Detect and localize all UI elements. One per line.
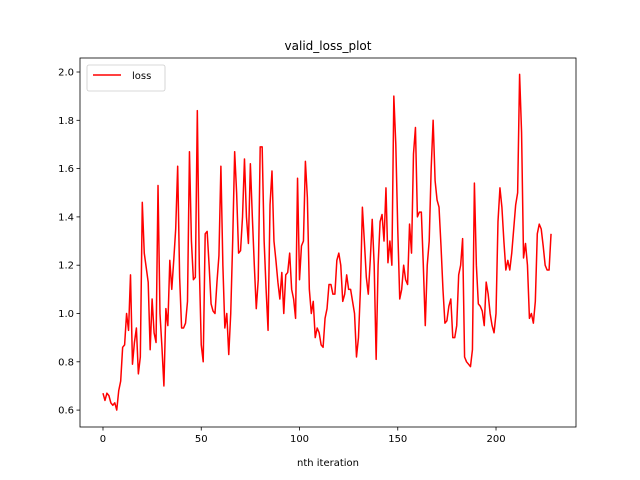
x-tick-label: 150 bbox=[388, 434, 407, 445]
y-tick-label: 0.6 bbox=[58, 406, 74, 417]
x-axis-label: nth iteration bbox=[297, 458, 359, 469]
y-tick-label: 2.0 bbox=[58, 68, 74, 79]
x-tick-label: 50 bbox=[195, 434, 208, 445]
x-tick-label: 100 bbox=[290, 434, 309, 445]
chart-title: valid_loss_plot bbox=[285, 39, 372, 53]
y-tick-label: 1.8 bbox=[58, 116, 74, 127]
legend-label: loss bbox=[132, 71, 151, 82]
x-tick-label: 0 bbox=[100, 434, 106, 445]
y-tick-label: 1.6 bbox=[58, 164, 74, 175]
y-tick-label: 1.2 bbox=[58, 261, 74, 272]
y-tick-label: 1.4 bbox=[58, 212, 74, 223]
data-line bbox=[102, 73, 552, 411]
y-tick-label: 1.0 bbox=[58, 309, 74, 320]
axes-frame bbox=[79, 57, 577, 428]
legend-box bbox=[86, 64, 166, 92]
y-tick-label: 0.8 bbox=[58, 357, 74, 368]
x-tick-label: 200 bbox=[486, 434, 505, 445]
